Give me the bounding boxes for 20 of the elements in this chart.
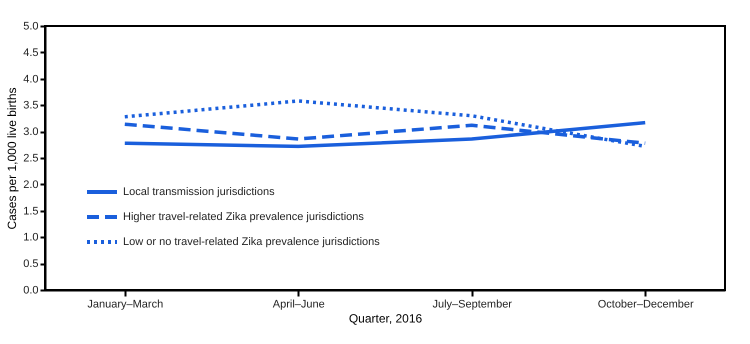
y-tick-label: 0.0 — [23, 284, 38, 296]
y-tick-label: 1.0 — [23, 232, 38, 244]
x-tick-label: October–December — [598, 298, 694, 310]
x-tick-label: January–March — [87, 298, 164, 310]
y-tick-label: 2.5 — [23, 152, 38, 164]
y-tick-label: 3.0 — [23, 126, 38, 138]
y-axis-title: Cases per 1,000 live births — [5, 87, 20, 230]
y-tick-label: 1.5 — [23, 205, 38, 218]
x-tick-label: April–June — [272, 298, 325, 310]
legend-label: Local transmission jurisdictions — [123, 186, 276, 198]
y-tick-label: 2.0 — [23, 178, 38, 191]
y-tick-label: 4.5 — [23, 46, 38, 59]
y-tick-label: 4.0 — [23, 73, 38, 86]
y-tick-label: 3.5 — [23, 100, 38, 112]
legend-label: Low or no travel-related Zika prevalence jurisdictions — [123, 236, 380, 248]
y-tick-label: 5.0 — [23, 20, 38, 32]
x-tick-label: July–September — [432, 298, 512, 310]
x-axis-title: Quarter, 2016 — [348, 312, 423, 326]
legend-label: Higher travel-related Zika prevalence jurisdictions — [123, 211, 364, 223]
y-tick-label: 0.5 — [23, 258, 38, 270]
